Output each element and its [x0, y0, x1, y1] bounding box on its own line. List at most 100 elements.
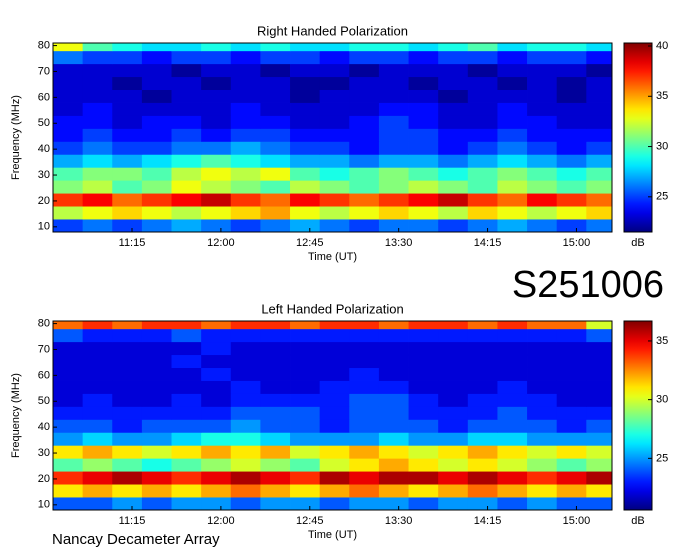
heat-cell — [141, 445, 172, 459]
heat-cell — [438, 115, 469, 129]
heat-cell — [349, 128, 380, 142]
heat-cell — [319, 43, 350, 52]
heat-cell — [438, 367, 469, 381]
heat-cell — [230, 432, 261, 446]
heat-cell — [408, 89, 439, 103]
heat-cell — [438, 471, 469, 485]
heat-cell — [408, 341, 439, 356]
heat-cell — [82, 393, 113, 407]
heat-cell — [112, 43, 143, 52]
heat-cell — [230, 419, 261, 433]
heat-cell — [378, 419, 409, 433]
heat-cell — [527, 471, 558, 485]
heat-cell — [349, 180, 380, 194]
heat-cell — [378, 497, 409, 511]
heat-cell — [378, 458, 409, 472]
heat-cell — [112, 419, 143, 433]
heat-cell — [230, 341, 261, 356]
heat-cell — [438, 328, 469, 343]
heat-cell — [556, 328, 587, 343]
heat-cell — [349, 89, 380, 103]
heat-cell — [201, 367, 232, 381]
y-tick-label: 50 — [38, 117, 50, 129]
heat-cell — [586, 50, 613, 65]
heat-cell — [230, 141, 261, 155]
heat-cell — [467, 328, 498, 343]
plot-frame — [52, 42, 613, 233]
heat-cell — [290, 206, 321, 220]
colorbar-tick-label: 35 — [656, 90, 668, 102]
heat-cell — [586, 89, 613, 103]
heat-cell — [82, 341, 113, 356]
heat-cell — [349, 193, 380, 207]
heat-cell — [556, 89, 587, 103]
heat-cell — [527, 432, 558, 446]
heat-cell — [527, 484, 558, 498]
heat-cell — [201, 458, 232, 472]
heat-cell — [556, 128, 587, 142]
heat-cell — [230, 445, 261, 459]
heat-cell — [438, 432, 469, 446]
heat-cell — [53, 50, 84, 65]
footer-label: Nancay Decameter Array — [52, 531, 220, 548]
heat-cell — [171, 102, 202, 116]
y-tick-label: 70 — [38, 343, 50, 355]
heat-cell — [319, 63, 350, 78]
heat-cell — [438, 445, 469, 459]
heat-cell — [408, 406, 439, 420]
heat-cell — [349, 206, 380, 220]
heat-cell — [201, 102, 232, 116]
heat-cell — [260, 154, 291, 168]
heat-cell — [319, 497, 350, 511]
heat-cell — [527, 497, 558, 511]
heat-cell — [260, 180, 291, 194]
heat-cell — [171, 419, 202, 433]
heat-cell — [497, 43, 528, 52]
heat-cell — [408, 484, 439, 498]
heat-cell — [141, 432, 172, 446]
colorbar — [623, 320, 653, 511]
heat-cell — [378, 206, 409, 220]
heat-cell — [467, 321, 498, 330]
heat-cell — [408, 497, 439, 511]
heat-cell — [467, 115, 498, 129]
heat-cell — [467, 471, 498, 485]
heat-cell — [527, 180, 558, 194]
heat-cell — [230, 484, 261, 498]
heat-cell — [82, 219, 113, 233]
x-tick-label: 14:15 — [474, 237, 502, 249]
heat-cell — [586, 419, 613, 433]
heat-cell — [112, 497, 143, 511]
heat-cell — [378, 50, 409, 65]
heat-cell — [82, 50, 113, 65]
heat-cell — [260, 432, 291, 446]
chart-title: Left Handed Polarization — [261, 301, 403, 316]
heat-cell — [556, 219, 587, 233]
heat-cell — [408, 193, 439, 207]
heat-cell — [230, 102, 261, 116]
y-tick-label: 20 — [38, 473, 50, 485]
heat-cell — [53, 419, 84, 433]
y-tick-label: 10 — [38, 499, 50, 511]
heat-cell — [201, 206, 232, 220]
heat-cell — [527, 193, 558, 207]
heat-cell — [230, 328, 261, 343]
heat-cell — [438, 102, 469, 116]
heat-cell — [467, 445, 498, 459]
heat-cell — [260, 458, 291, 472]
heat-cell — [260, 380, 291, 394]
heat-cell — [527, 354, 558, 369]
heat-cell — [556, 419, 587, 433]
heat-cell — [141, 341, 172, 356]
heat-cell — [378, 89, 409, 103]
heat-cell — [586, 432, 613, 446]
heat-cell — [112, 432, 143, 446]
heat-cell — [408, 102, 439, 116]
heat-cell — [527, 367, 558, 381]
heat-cell — [586, 167, 613, 181]
heat-cell — [319, 193, 350, 207]
heat-cell — [201, 115, 232, 129]
heat-cell — [438, 193, 469, 207]
heat-cell — [438, 154, 469, 168]
